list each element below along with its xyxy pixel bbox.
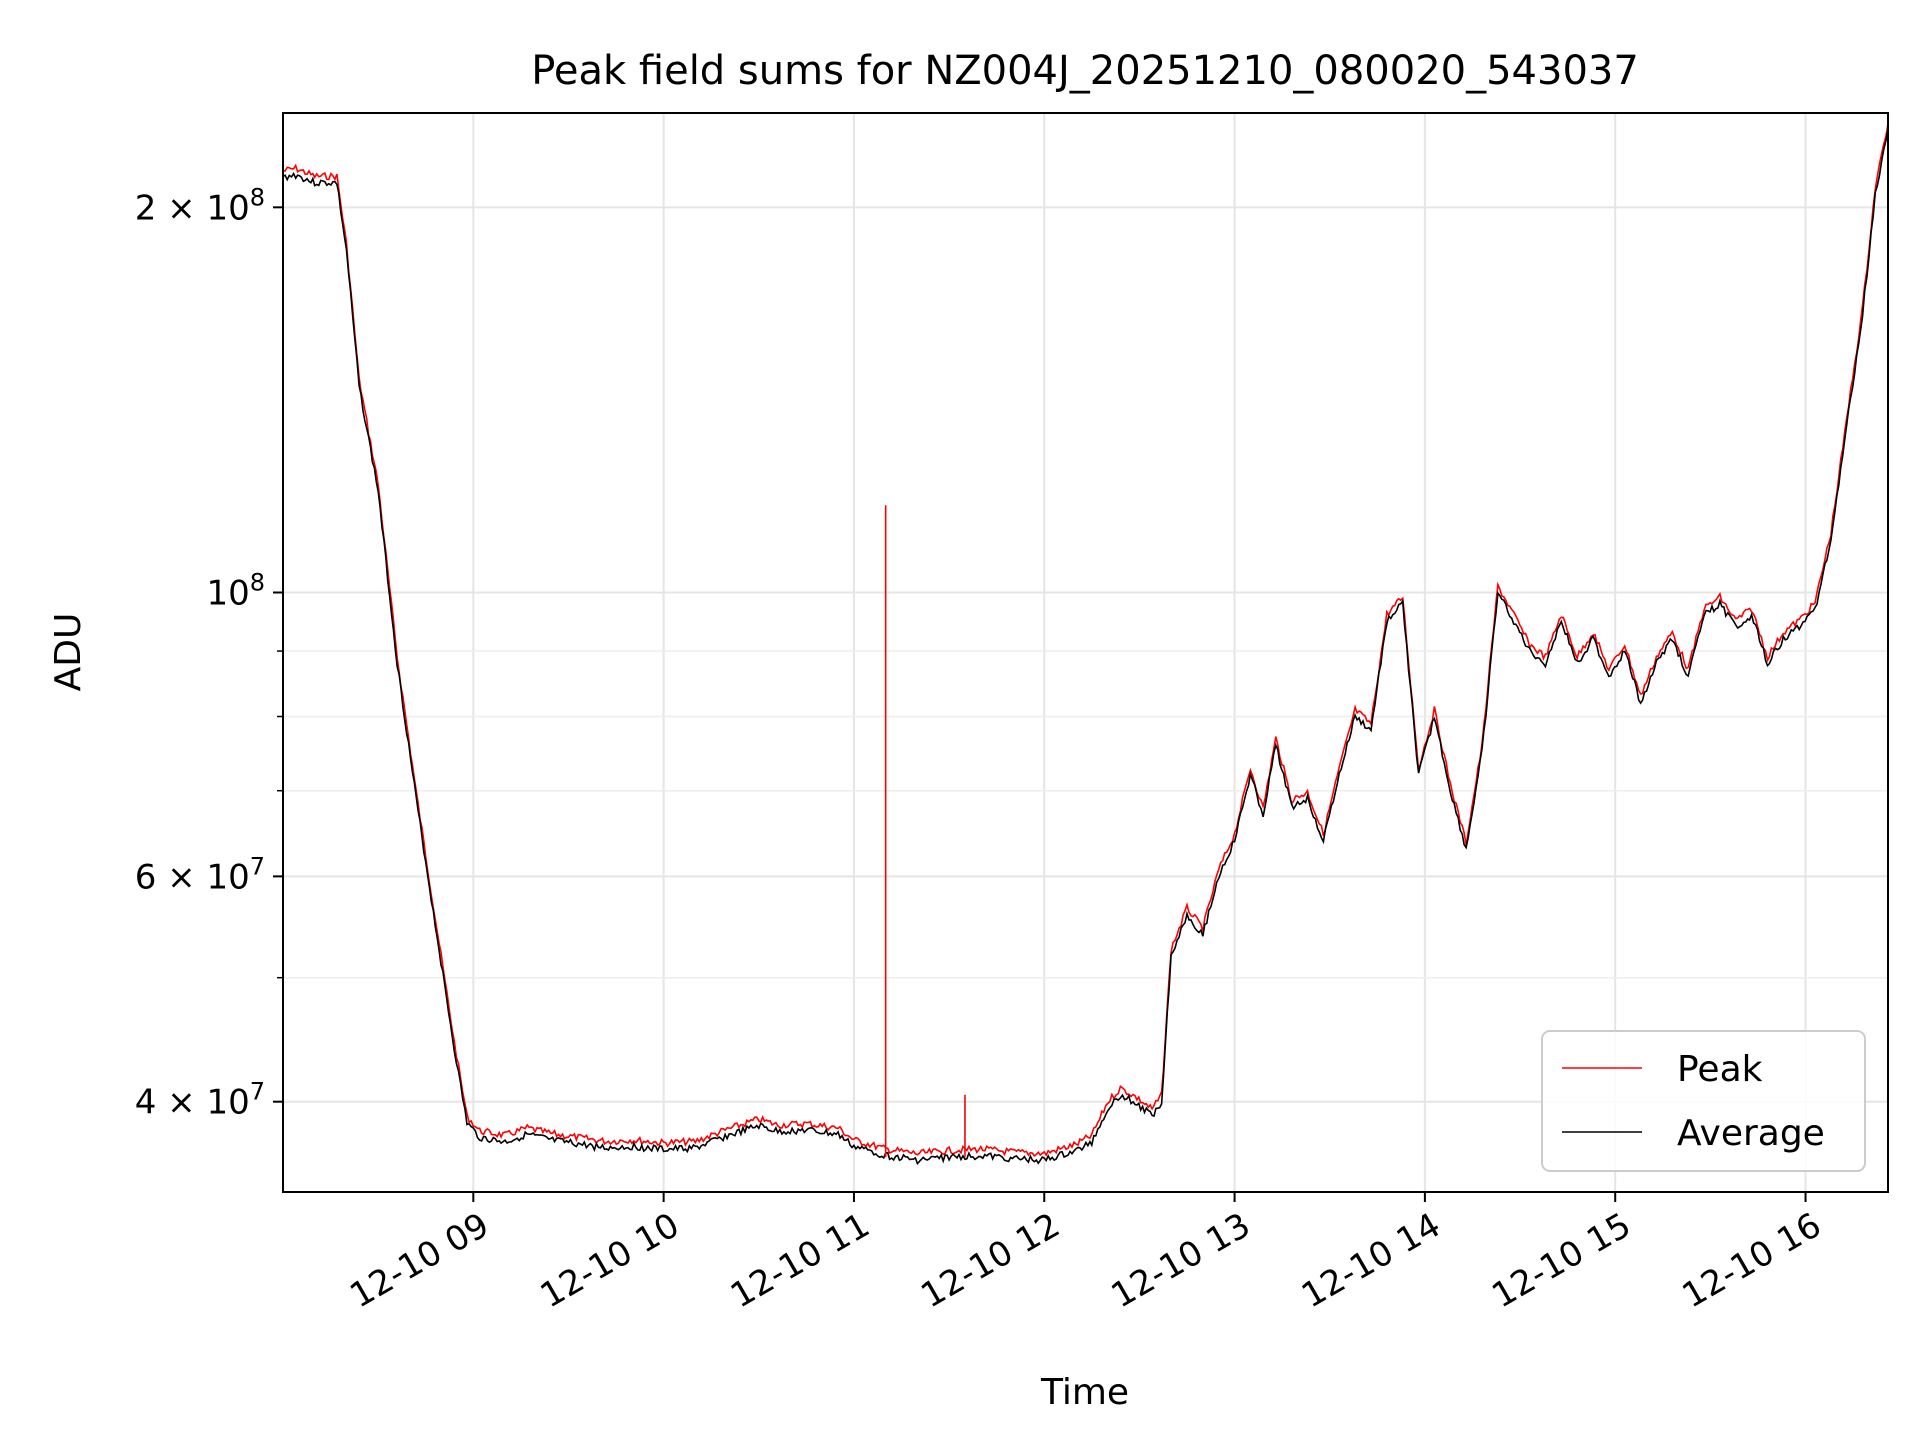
- chart-title: Peak field sums for NZ004J_20251210_0800…: [531, 48, 1639, 94]
- legend: Peak Average: [1541, 1030, 1866, 1172]
- legend-box: [1541, 1030, 1866, 1172]
- y-tick-label: 4 × 107: [135, 1078, 265, 1123]
- peak-series-line: [283, 121, 1888, 1158]
- y-tick-label: 6 × 107: [135, 852, 265, 897]
- plot-area-frame: [282, 112, 1889, 1193]
- y-axis-ticks: 4 × 107 6 × 107 108 2 × 108: [135, 183, 283, 1123]
- grid-lines: [283, 113, 1888, 1192]
- series-layer: [283, 121, 1888, 1166]
- y-tick-text: 108: [206, 569, 265, 614]
- y-axis-label: ADU: [48, 613, 89, 692]
- average-series-line: [283, 128, 1888, 1166]
- y-tick-text: 6 × 107: [135, 852, 265, 897]
- x-axis-label: Time: [1040, 1372, 1129, 1413]
- y-tick-text: 4 × 107: [135, 1078, 265, 1123]
- y-tick-text: 2 × 108: [135, 183, 265, 228]
- legend-average-label: Average: [1677, 1113, 1825, 1154]
- y-tick-label: 108: [206, 569, 265, 614]
- legend-peak-label: Peak: [1677, 1049, 1763, 1090]
- y-tick-label: 2 × 108: [135, 183, 265, 228]
